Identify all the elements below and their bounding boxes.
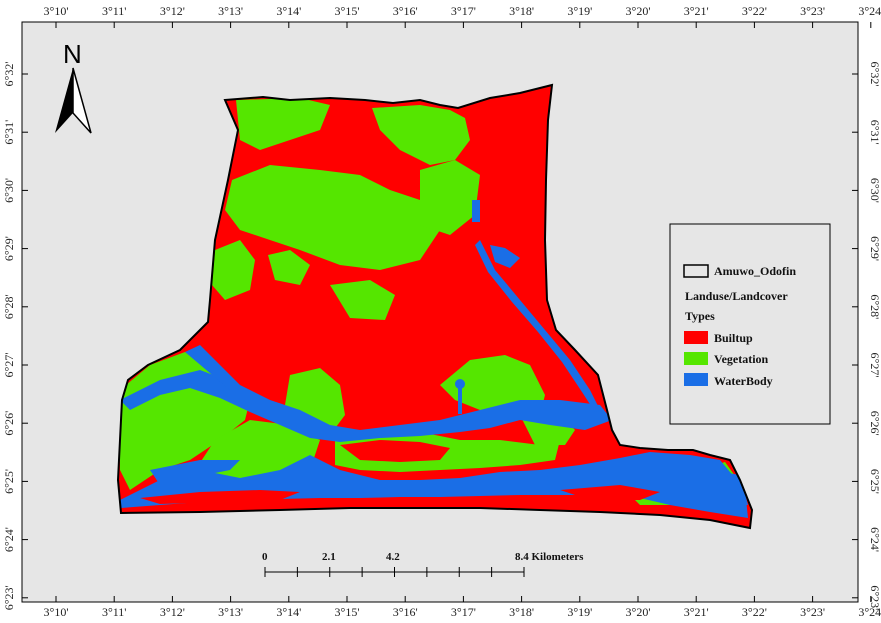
left-tick-label: 6°23': [2, 585, 16, 610]
top-tick-label: 3°18': [509, 4, 534, 18]
waterbody-areas: [120, 200, 748, 518]
legend: Amuwo_Odofin Landuse/Landcover Types Bui…: [669, 223, 831, 425]
top-tick-label: 3°20': [626, 4, 651, 18]
bottom-tick-label: 3°12': [160, 605, 185, 619]
graticule-right-labels: 6°32' 6°31' 6°30' 6°29' 6°28' 6°27' 6°26' 6°25'…: [868, 62, 881, 611]
left-tick-label: 6°27': [2, 353, 16, 378]
right-tick-label: 6°28': [868, 294, 881, 319]
top-tick-label: 3°22': [742, 4, 767, 18]
bottom-tick-label: 3°10': [44, 605, 69, 619]
north-arrow: N: [55, 39, 92, 134]
right-tick-label: 6°27': [868, 353, 881, 378]
right-tick-label: 6°29': [868, 236, 881, 261]
bottom-tick-label: 3°22': [742, 605, 767, 619]
legend-vegetation-swatch: [684, 352, 708, 365]
bottom-tick-label: 3°18': [509, 605, 534, 619]
top-tick-label: 3°16': [393, 4, 418, 18]
legend-title-line2: Types: [685, 309, 715, 323]
bottom-tick-label: 3°24': [858, 605, 881, 619]
graticule-bottom-labels: 3°10' 3°11' 3°12' 3°13' 3°14' 3°15' 3°16' 3°17'…: [44, 605, 881, 619]
top-tick-label: 3°10': [44, 4, 69, 18]
right-tick-label: 6°23': [868, 585, 881, 610]
top-tick-label: 3°21': [684, 4, 709, 18]
scale-label-0: 0: [262, 551, 268, 563]
bottom-tick-label: 3°23': [800, 605, 825, 619]
left-tick-label: 6°32': [2, 62, 16, 87]
scale-bar: 0 2.1 4.2 8.4 Kilometers: [262, 551, 584, 577]
bottom-tick-label: 3°20': [626, 605, 651, 619]
top-tick-label: 3°24': [858, 4, 881, 18]
bottom-tick-label: 3°19': [567, 605, 592, 619]
scale-label-2-1: 2.1: [322, 551, 336, 563]
right-tick-label: 6°31': [868, 120, 881, 145]
graticule-top-labels: 3°10' 3°11' 3°12' 3°13' 3°14' 3°15' 3°16' 3°17'…: [44, 4, 881, 18]
left-tick-label: 6°31': [2, 120, 16, 145]
legend-builtup-swatch: [684, 331, 708, 344]
top-tick-label: 3°11': [102, 4, 127, 18]
bottom-tick-label: 3°17': [451, 605, 476, 619]
legend-boundary-label: Amuwo_Odofin: [714, 264, 796, 278]
north-label: N: [63, 39, 82, 69]
bottom-tick-label: 3°14': [276, 605, 301, 619]
legend-waterbody-label: WaterBody: [714, 374, 773, 388]
bottom-tick-label: 3°13': [218, 605, 243, 619]
legend-waterbody-swatch: [684, 373, 708, 386]
right-tick-label: 6°30': [868, 178, 881, 203]
bottom-tick-label: 3°11': [102, 605, 127, 619]
left-tick-label: 6°28': [2, 294, 16, 319]
legend-builtup-label: Builtup: [714, 331, 753, 345]
graticule-left-labels: 6°32' 6°31' 6°30' 6°29' 6°28' 6°27' 6°26' 6°25'…: [2, 62, 16, 611]
bottom-tick-label: 3°15': [335, 605, 360, 619]
top-tick-label: 3°13': [218, 4, 243, 18]
right-tick-label: 6°25': [868, 469, 881, 494]
legend-box: [669, 223, 831, 425]
scale-bar-ticks: [264, 567, 525, 577]
top-tick-label: 3°19': [567, 4, 592, 18]
north-arrow-icon: [55, 67, 92, 134]
legend-title-line1: Landuse/Landcover: [685, 289, 788, 303]
amuwo-odofin-boundary: [116, 83, 754, 530]
left-tick-label: 6°30': [2, 178, 16, 203]
left-tick-label: 6°26': [2, 411, 16, 436]
scale-label-4-2: 4.2: [386, 551, 400, 563]
legend-vegetation-label: Vegetation: [714, 352, 769, 366]
top-tick-label: 3°15': [335, 4, 360, 18]
right-tick-label: 6°26': [868, 411, 881, 436]
left-tick-label: 6°25': [2, 469, 16, 494]
graticule-ticks: [22, 22, 872, 602]
top-tick-label: 3°14': [276, 4, 301, 18]
left-tick-label: 6°24': [2, 527, 16, 552]
bottom-tick-label: 3°16': [393, 605, 418, 619]
right-tick-label: 6°32': [868, 62, 881, 87]
top-tick-label: 3°12': [160, 4, 185, 18]
right-tick-label: 6°24': [868, 527, 881, 552]
top-tick-label: 3°17': [451, 4, 476, 18]
scale-label-8-4: 8.4 Kilometers: [515, 551, 584, 563]
builtup-islands: [140, 440, 660, 504]
left-tick-label: 6°29': [2, 236, 16, 261]
top-tick-label: 3°23': [800, 4, 825, 18]
legend-boundary-swatch: [683, 264, 709, 278]
bottom-tick-label: 3°21': [684, 605, 709, 619]
